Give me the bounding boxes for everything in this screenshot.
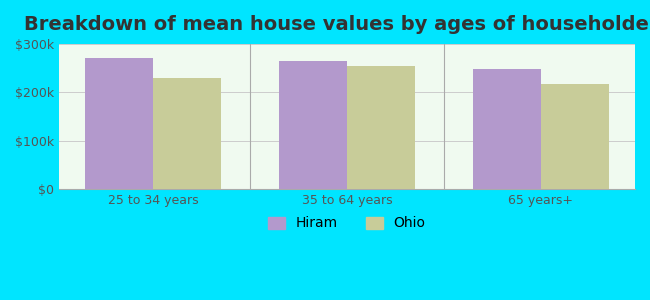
Bar xyxy=(279,61,347,189)
Title: Breakdown of mean house values by ages of householders: Breakdown of mean house values by ages o… xyxy=(24,15,650,34)
Legend: Hiram, Ohio: Hiram, Ohio xyxy=(261,209,433,237)
Bar xyxy=(85,58,153,189)
Bar xyxy=(347,66,415,189)
Bar xyxy=(541,84,609,189)
Bar xyxy=(473,69,541,189)
Bar xyxy=(153,78,221,189)
